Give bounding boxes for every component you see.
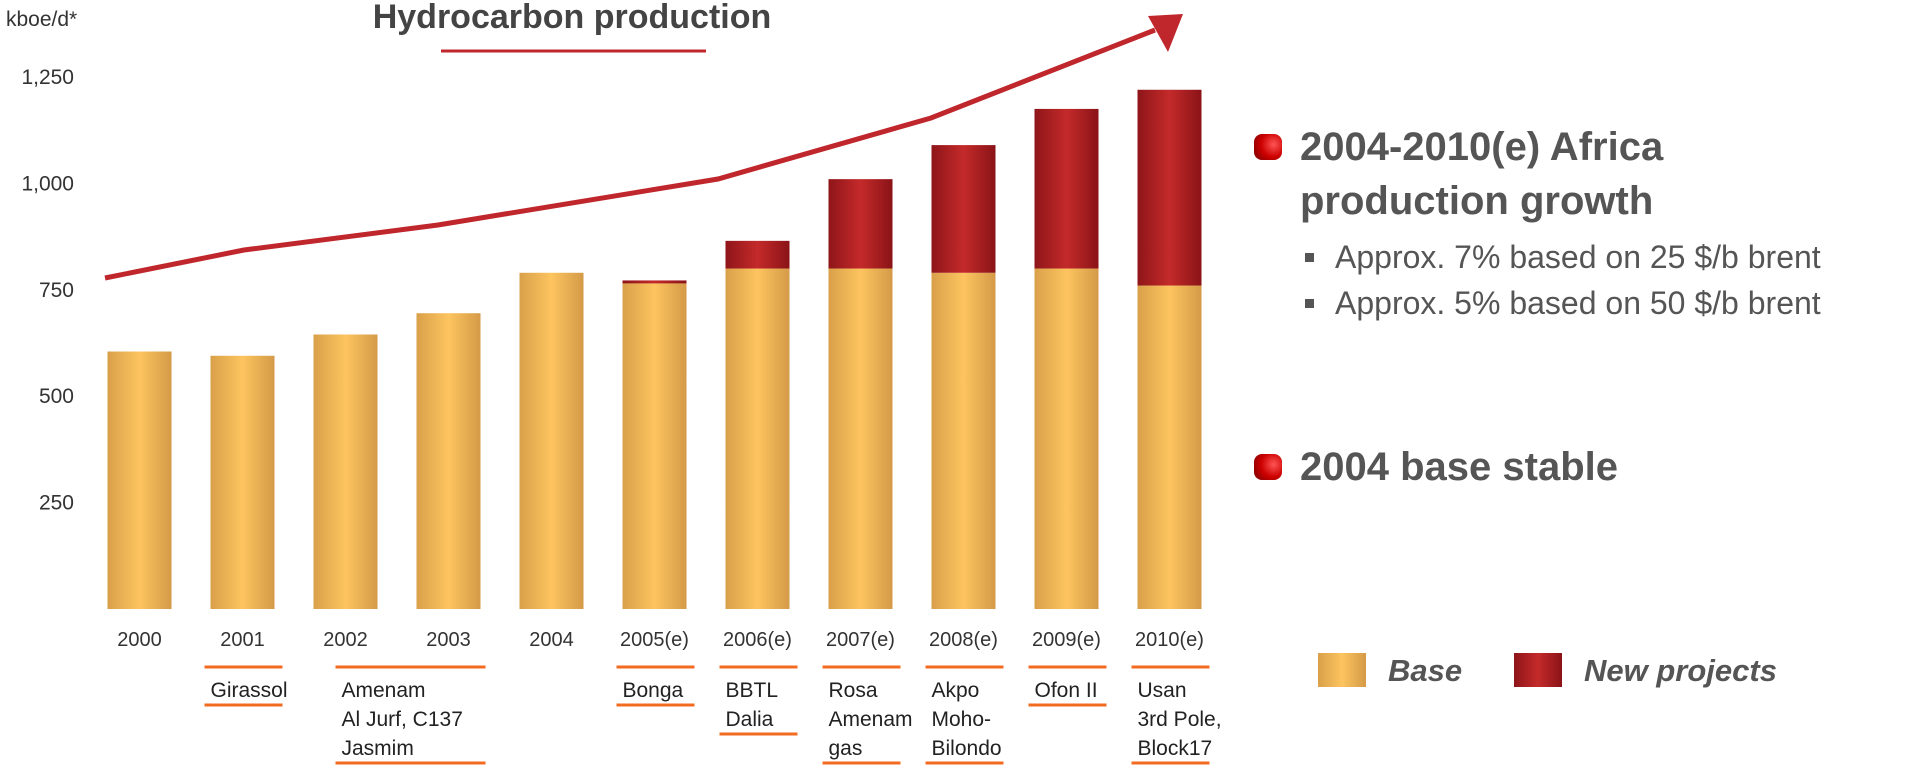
legend-swatch <box>1514 653 1562 687</box>
bar-segment <box>313 334 378 609</box>
project-label: BBTL <box>726 679 779 702</box>
x-tick-label: 2005(e) <box>620 629 689 651</box>
bar-segment <box>1034 108 1099 269</box>
bar-segment <box>210 355 275 609</box>
project-label: Amenam <box>829 708 913 731</box>
bar-segment <box>1137 285 1202 609</box>
bar-segment <box>622 283 687 609</box>
x-tick-label: 2001 <box>220 629 265 651</box>
project-label: Al Jurf, C137 <box>342 708 463 731</box>
bullet-icon <box>1254 134 1282 160</box>
bullet: 2004-2010(e) Africa production growth App… <box>1254 120 1860 326</box>
x-tick-label: 2000 <box>117 629 162 651</box>
bullet-text: 2004 base stable <box>1300 445 1618 489</box>
x-tick-label: 2006(e) <box>723 629 792 651</box>
project-label: Dalia <box>726 708 774 731</box>
project-label: 3rd Pole, <box>1138 708 1222 731</box>
bar-segment <box>828 268 893 609</box>
project-label: Girassol <box>211 679 288 702</box>
y-tick-label: 1,250 <box>21 66 74 89</box>
x-tick-label: 2010(e) <box>1135 629 1204 651</box>
project-label: Rosa <box>829 679 878 702</box>
y-tick-label: 500 <box>39 385 74 408</box>
x-tick-label: 2009(e) <box>1032 629 1101 651</box>
bar-segment <box>107 351 172 609</box>
project-label: Usan <box>1138 679 1187 702</box>
legend-label: New projects <box>1584 653 1777 688</box>
bullet-text: 2004-2010(e) Africa production growth <box>1300 125 1664 223</box>
bar-segment <box>725 240 790 269</box>
project-label: Moho- <box>932 708 992 731</box>
bar-segment <box>931 272 996 609</box>
legend-swatch <box>1318 653 1366 687</box>
trend-arrow <box>104 27 1156 281</box>
bar-segment <box>828 179 893 269</box>
project-label: Amenam <box>342 679 426 702</box>
bar-segment <box>622 280 687 284</box>
bar-segment <box>1034 268 1099 609</box>
y-axis-label: kboe/d* <box>6 8 77 31</box>
bar-segment <box>416 313 481 609</box>
y-tick-label: 750 <box>39 279 74 302</box>
sub-bullet: Approx. 5% based on 50 $/b brent <box>1305 280 1860 326</box>
x-tick-label: 2008(e) <box>929 629 998 651</box>
chart-title: Hydrocarbon production <box>373 0 772 36</box>
bar-segment <box>725 268 790 609</box>
y-tick-label: 250 <box>39 492 74 515</box>
legend-label: Base <box>1388 653 1462 688</box>
bar-segment <box>519 272 584 609</box>
project-label: gas <box>829 737 863 760</box>
arrow-head <box>1148 14 1183 52</box>
project-label: Jasmim <box>342 737 414 760</box>
bullet: 2004 base stable <box>1254 440 1860 494</box>
project-label: Akpo <box>932 679 980 702</box>
project-label: Bonga <box>623 679 684 702</box>
x-tick-label: 2002 <box>323 629 368 651</box>
sub-bullet: Approx. 7% based on 25 $/b brent <box>1305 234 1860 280</box>
project-label: Bilondo <box>932 737 1002 760</box>
bullet-icon <box>1254 454 1282 480</box>
y-tick-label: 1,000 <box>21 172 74 195</box>
x-tick-label: 2007(e) <box>826 629 895 651</box>
project-label: Ofon II <box>1035 679 1098 702</box>
x-tick-label: 2003 <box>426 629 471 651</box>
x-tick-label: 2004 <box>529 629 574 651</box>
bar-segment <box>1137 89 1202 286</box>
bar-segment <box>931 145 996 273</box>
project-label: Block17 <box>1138 737 1213 760</box>
